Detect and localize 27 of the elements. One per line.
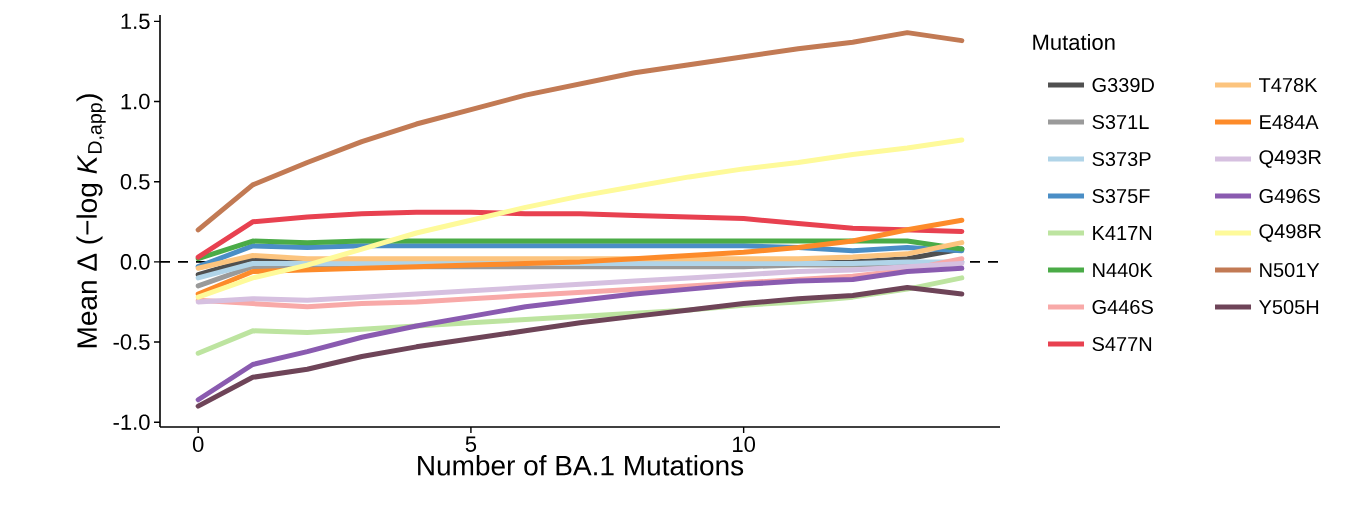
legend-label: S373P bbox=[1092, 151, 1151, 167]
legend-label: G446S bbox=[1092, 299, 1153, 315]
y-tick-label: 0.5 bbox=[120, 173, 150, 190]
x-tick-label: 0 bbox=[192, 436, 204, 453]
y-tick-label: 0.0 bbox=[120, 254, 150, 270]
legend-title: Mutation bbox=[1033, 33, 1115, 51]
legend-label: S477N bbox=[1092, 336, 1152, 352]
legend-label: K417N bbox=[1093, 226, 1152, 240]
legend-label: Q498R bbox=[1259, 224, 1321, 242]
y-tick-label: -1.0 bbox=[113, 414, 150, 430]
y-tick-label: 1.0 bbox=[121, 93, 150, 110]
legend-label: N440K bbox=[1093, 262, 1153, 278]
legend-label: N501Y bbox=[1260, 262, 1320, 278]
legend-label: G339D bbox=[1092, 77, 1154, 93]
legend-label: G496S bbox=[1259, 188, 1320, 204]
legend-label: S371L bbox=[1092, 114, 1149, 130]
x-tick-label: 10 bbox=[733, 436, 756, 453]
y-tick-label: -0.5 bbox=[113, 334, 150, 350]
x-axis-title: Number of BA.1 Mutations bbox=[418, 454, 744, 476]
legend-label: E484A bbox=[1260, 114, 1319, 130]
legend-label: Q493R bbox=[1259, 150, 1321, 168]
y-axis-title: Mean Δ (−log K$_{D,app}$) bbox=[76, 94, 106, 348]
legend-label: T478K bbox=[1259, 77, 1318, 93]
y-tick-label: 1.5 bbox=[121, 13, 150, 30]
x-tick-label: 5 bbox=[465, 436, 477, 452]
legend-label: Y505H bbox=[1258, 299, 1319, 315]
legend-label: S375F bbox=[1092, 188, 1150, 204]
